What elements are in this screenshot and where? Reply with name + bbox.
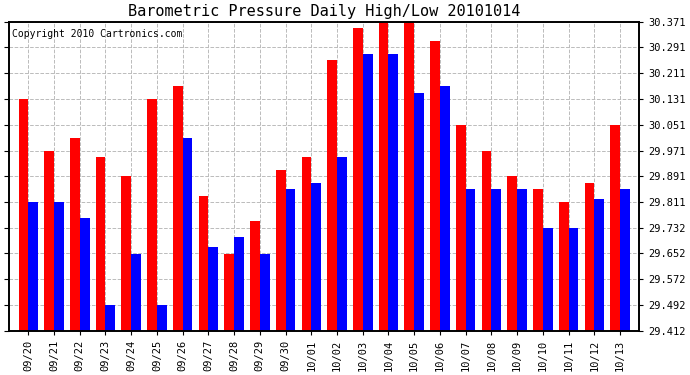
Bar [584, 183, 594, 330]
Bar [430, 41, 440, 330]
Bar [260, 254, 270, 330]
Bar [250, 221, 260, 330]
Bar [80, 218, 90, 330]
Bar [286, 189, 295, 330]
Bar [224, 254, 234, 330]
Bar [327, 60, 337, 330]
Text: Copyright 2010 Cartronics.com: Copyright 2010 Cartronics.com [12, 30, 183, 39]
Bar [482, 150, 491, 330]
Bar [610, 125, 620, 330]
Bar [559, 202, 569, 330]
Bar [54, 202, 63, 330]
Bar [507, 176, 517, 330]
Bar [353, 28, 363, 330]
Title: Barometric Pressure Daily High/Low 20101014: Barometric Pressure Daily High/Low 20101… [128, 4, 520, 19]
Bar [199, 196, 208, 330]
Bar [569, 228, 578, 330]
Bar [594, 199, 604, 330]
Bar [173, 86, 183, 330]
Bar [106, 305, 115, 330]
Bar [96, 157, 106, 330]
Bar [234, 237, 244, 330]
Bar [543, 228, 553, 330]
Bar [414, 93, 424, 330]
Bar [388, 54, 398, 330]
Bar [363, 54, 373, 330]
Bar [440, 86, 450, 330]
Bar [620, 189, 630, 330]
Bar [466, 189, 475, 330]
Bar [404, 22, 414, 330]
Bar [208, 247, 218, 330]
Bar [147, 99, 157, 330]
Bar [276, 170, 286, 330]
Bar [19, 99, 28, 330]
Bar [302, 157, 311, 330]
Bar [379, 22, 388, 330]
Bar [183, 138, 193, 330]
Bar [337, 157, 347, 330]
Bar [533, 189, 543, 330]
Bar [456, 125, 466, 330]
Bar [28, 202, 38, 330]
Bar [311, 183, 321, 330]
Bar [491, 189, 501, 330]
Bar [70, 138, 80, 330]
Bar [121, 176, 131, 330]
Bar [517, 189, 527, 330]
Bar [131, 254, 141, 330]
Bar [44, 150, 54, 330]
Bar [157, 305, 167, 330]
